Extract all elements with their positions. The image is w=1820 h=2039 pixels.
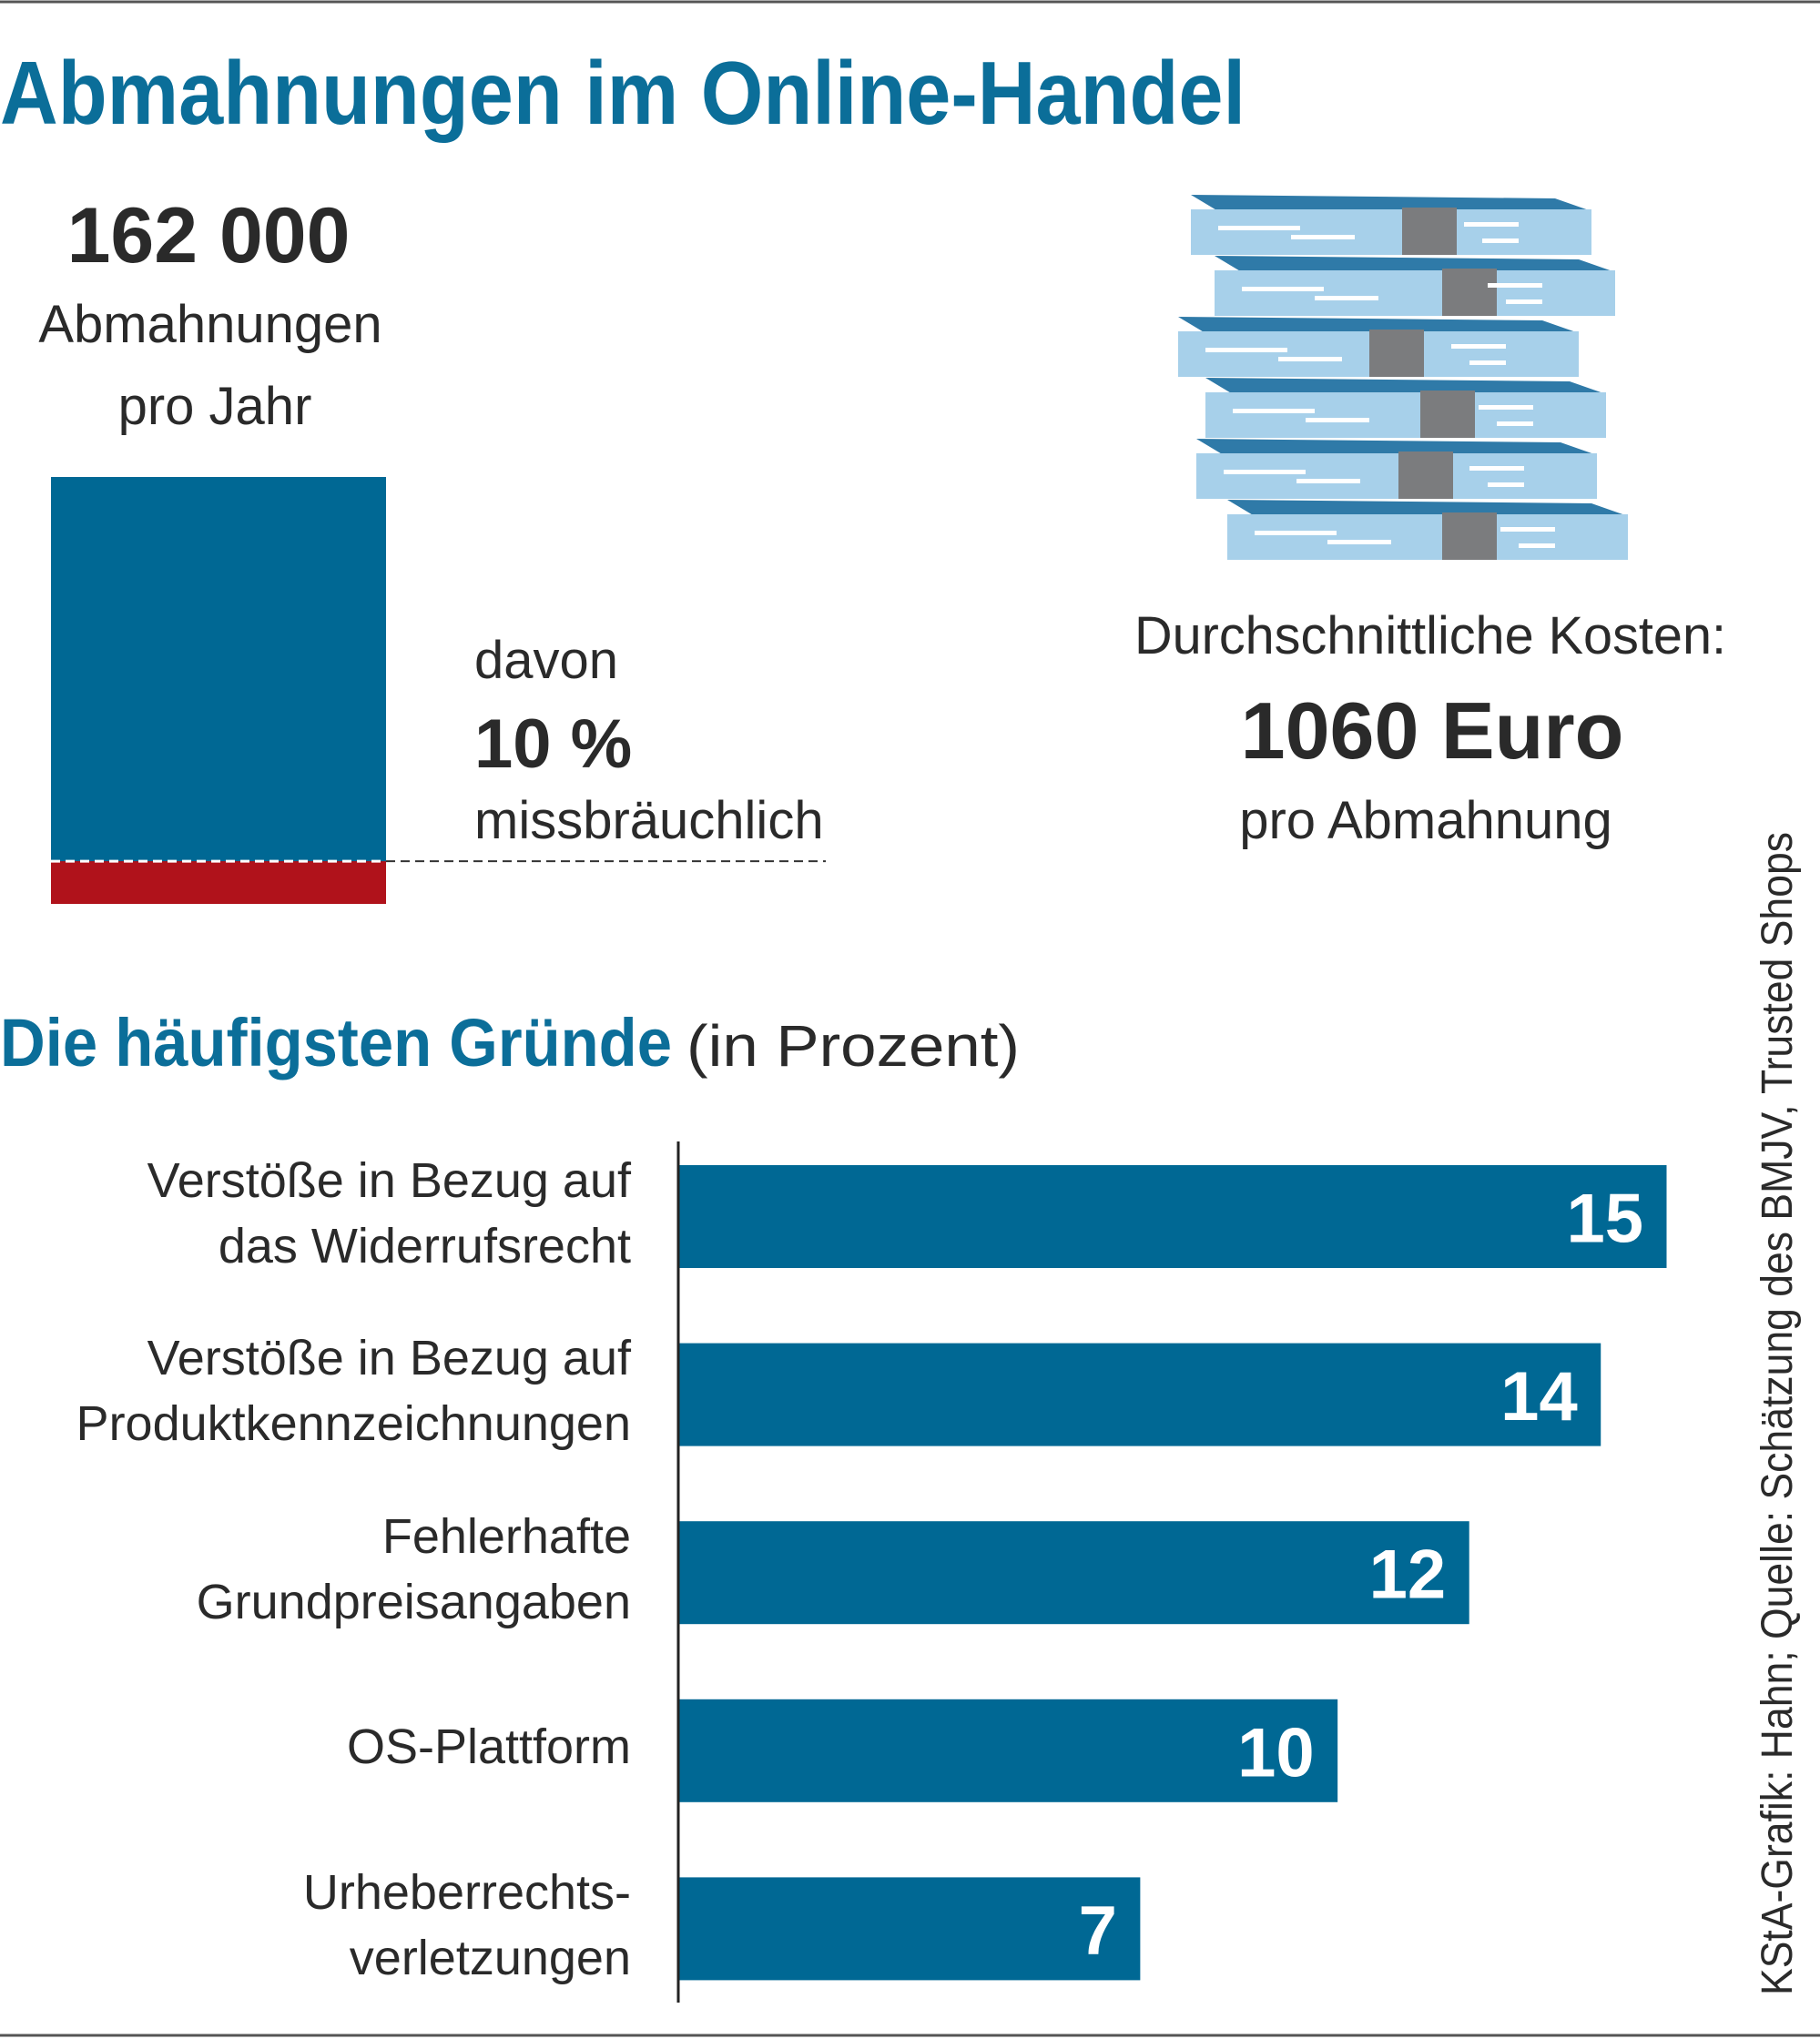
category-label: OS-Plattform [346, 1719, 631, 1775]
category-label: Verstöße in Bezug auf das Widerrufsrecht [147, 1152, 631, 1273]
bar [679, 1165, 1667, 1268]
share-note: missbräuchlich [474, 791, 824, 850]
bar [679, 1877, 1141, 1981]
total-label: 162 000 [67, 192, 351, 279]
category-label: Verstöße in Bezug auf Produktkennzeichnu… [76, 1331, 631, 1452]
unit-label: (in Prozent) [686, 1013, 1020, 1079]
share-intro: davon [474, 631, 618, 690]
bill-line [1315, 296, 1378, 300]
bill-line [1224, 470, 1306, 474]
bill-band [1369, 330, 1424, 377]
money-stack [1178, 195, 1628, 560]
bill-band [1402, 208, 1457, 255]
bill-line [1506, 299, 1542, 304]
bill-top [1191, 195, 1591, 211]
share-bar [51, 861, 386, 904]
bill-side [1196, 453, 1597, 499]
costs-value: 1060 Euro [1241, 685, 1624, 776]
bill-line [1278, 357, 1342, 361]
bill-line [1255, 531, 1337, 535]
bill-line [1242, 287, 1324, 291]
bill-line [1291, 235, 1355, 239]
bill-line [1451, 344, 1506, 349]
bill-top [1215, 256, 1615, 272]
bill-line [1479, 405, 1533, 410]
bill-line [1519, 543, 1555, 548]
bar [679, 1343, 1601, 1446]
bill-line [1500, 527, 1555, 532]
bill-top [1227, 500, 1628, 516]
bill-side [1227, 514, 1628, 560]
bill-line [1464, 222, 1519, 227]
title: Abmahnungen im Online-Handel [0, 43, 1246, 143]
bill-band [1420, 391, 1475, 438]
bill-side [1215, 270, 1615, 316]
value-label: 15 [1566, 1181, 1643, 1258]
bar-title: Die häufigsten Gründe [0, 1005, 672, 1080]
total-line: Abmahnungen [38, 295, 381, 354]
bill-line [1482, 238, 1519, 243]
bill-side [1205, 392, 1606, 438]
bill-line [1327, 540, 1391, 544]
bill-line [1469, 360, 1506, 365]
bill-line [1233, 409, 1315, 413]
bill-top [1205, 378, 1606, 394]
value-label: 10 [1237, 1714, 1315, 1791]
share-label: 10 % [474, 705, 632, 783]
bill-line [1488, 283, 1542, 288]
source: KStA-Grafik: Hahn; Quelle: Schätzung des… [1754, 832, 1802, 1995]
bill-line [1296, 479, 1360, 483]
bill-top [1196, 439, 1597, 455]
costs-label: Durchschnittliche Kosten: [1134, 606, 1726, 665]
bill-line [1488, 482, 1524, 487]
bar [679, 1521, 1469, 1625]
costs-unit: pro Abmahnung [1239, 791, 1612, 850]
bill-line [1469, 466, 1524, 471]
category-label: Fehlerhafte Grundpreisangaben [196, 1508, 631, 1629]
bill-band [1442, 512, 1497, 560]
bill-side [1191, 209, 1591, 255]
category-label: Urheberrechts- verletzungen [302, 1864, 631, 1985]
bill-band [1398, 451, 1453, 499]
bill-line [1205, 348, 1287, 352]
value-label: 7 [1079, 1892, 1117, 1970]
bar [679, 1699, 1338, 1802]
total-line: pro Jahr [118, 377, 312, 436]
bill-line [1306, 418, 1369, 422]
value-label: 14 [1500, 1358, 1578, 1435]
bill-line [1218, 226, 1300, 230]
bill-band [1442, 269, 1497, 316]
bill-line [1497, 421, 1533, 426]
value-label: 12 [1369, 1537, 1447, 1614]
total-bar [51, 477, 386, 904]
bill-top [1178, 317, 1579, 333]
